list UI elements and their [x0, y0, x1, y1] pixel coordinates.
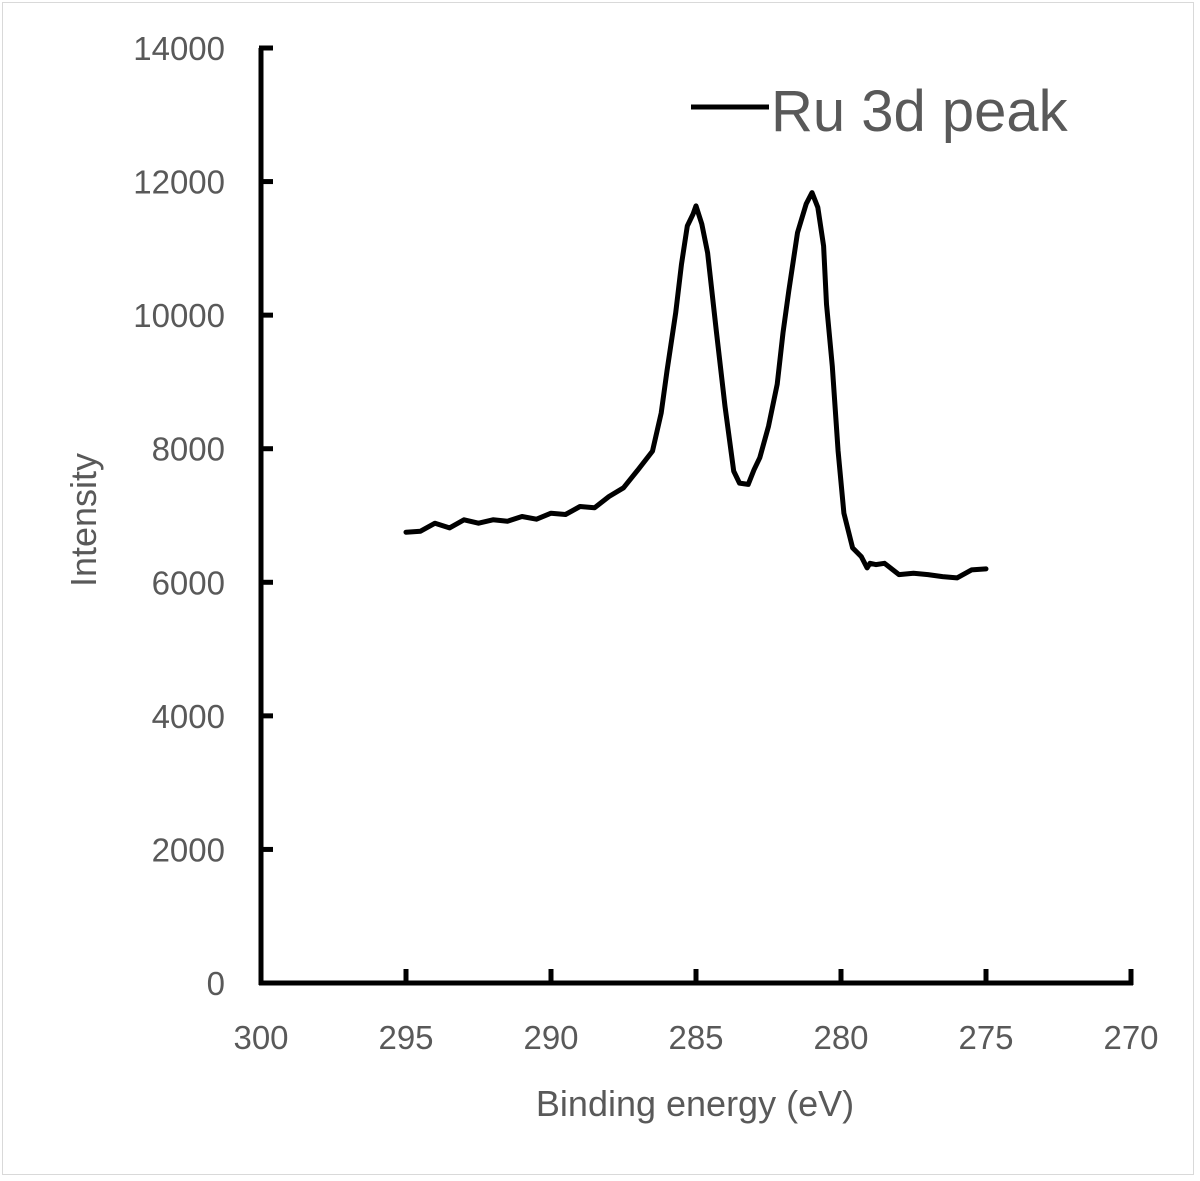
- series-line-ru-3d: [403, 190, 989, 581]
- y-tick-label: 14000: [133, 30, 225, 67]
- xps-chart: 0 2000 4000 6000 8000 10000 12000 14000 300 295 2…: [63, 30, 1159, 1124]
- y-tick-label: 10000: [133, 297, 225, 334]
- plot-area: 0 2000 4000 6000 8000 10000 12000 14000 300 295 2…: [133, 30, 1158, 1056]
- x-tick-label: 295: [378, 1019, 433, 1056]
- y-tick-label: 0: [207, 965, 225, 1002]
- y-tick-label: 12000: [133, 164, 225, 201]
- legend-label: Ru 3d peak: [771, 79, 1069, 144]
- x-tick-label: 280: [813, 1019, 868, 1056]
- x-tick-label: 275: [958, 1019, 1013, 1056]
- y-axis-title: Intensity: [63, 453, 104, 587]
- y-tick-label: 8000: [152, 431, 225, 468]
- x-axis-title: Binding energy (eV): [536, 1083, 854, 1124]
- x-tick-label: 270: [1103, 1019, 1158, 1056]
- y-tick-label: 4000: [152, 698, 225, 735]
- x-tick-label: 290: [523, 1019, 578, 1056]
- x-tick-label: 300: [233, 1019, 288, 1056]
- y-tick-label: 6000: [152, 564, 225, 601]
- legend: Ru 3d peak: [691, 79, 1069, 144]
- y-tick-label: 2000: [152, 831, 225, 868]
- x-tick-label: 285: [668, 1019, 723, 1056]
